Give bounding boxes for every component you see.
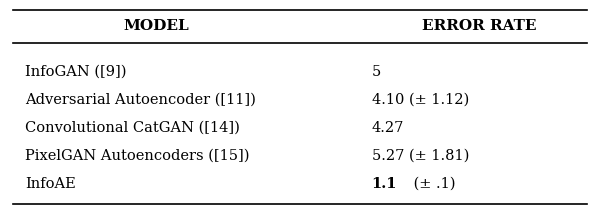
Text: 4.27: 4.27	[371, 121, 404, 135]
Text: (± .1): (± .1)	[409, 177, 456, 191]
Text: InfoGAN ([9]): InfoGAN ([9])	[25, 65, 127, 79]
Text: ERROR RATE: ERROR RATE	[422, 19, 536, 33]
Text: 5.27 (± 1.81): 5.27 (± 1.81)	[371, 149, 469, 163]
Text: PixelGAN Autoencoders ([15]): PixelGAN Autoencoders ([15])	[25, 149, 250, 163]
Text: 1.1: 1.1	[371, 177, 397, 191]
Text: Adversarial Autoencoder ([11]): Adversarial Autoencoder ([11])	[25, 93, 256, 107]
Text: 4.10 (± 1.12): 4.10 (± 1.12)	[371, 93, 469, 107]
Text: MODEL: MODEL	[124, 19, 190, 33]
Text: 5: 5	[371, 65, 381, 79]
Text: InfoAE: InfoAE	[25, 177, 76, 191]
Text: Convolutional CatGAN ([14]): Convolutional CatGAN ([14])	[25, 121, 240, 135]
